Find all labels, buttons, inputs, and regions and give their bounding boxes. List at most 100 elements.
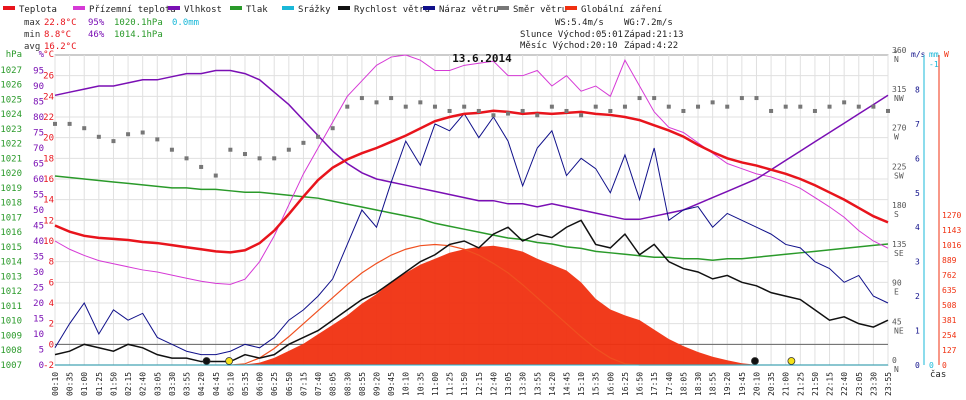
axis-direction-tick-3: 135 [892,240,907,249]
axis-ms-tick-4: 4 [915,223,920,232]
wind-direction-point-36 [579,113,584,118]
axis-direction-tick-7: 315 [892,85,907,94]
x-tick-label-9: 03:55 [183,372,192,396]
x-tick-label-18: 07:40 [314,372,323,396]
info-block: WS:5.4m/s WG:7.2m/s Slunce Východ:05:01 … [520,18,684,51]
axis-celsius-tick-13: 24 [43,92,54,102]
wind-direction-point-15 [272,156,277,161]
axis-hpa-tick-19: 1026 [0,81,22,91]
wind-direction-point-24 [403,104,408,109]
series-lines [53,54,890,366]
wind-direction-point-40 [637,96,642,101]
legend-swatch-3 [230,6,242,10]
axis-percent-tick-10: 50 [33,206,44,216]
axis-mm-title: mm [929,50,939,59]
axis-direction-name-4: S [894,210,899,219]
axis-direction-name-0: N [894,365,899,374]
x-tick-label-50: 21:00 [782,372,791,396]
axis-percent-tick-17: 85 [33,98,44,108]
axis-direction-tick-6: 270 [892,124,907,133]
wind-direction-point-34 [549,104,554,109]
wind-direction-point-45 [710,100,715,105]
axis-ms-tick-0: 0 [915,361,920,370]
wind-direction-point-27 [447,108,452,113]
axis-percent-tick-19: 95 [33,67,44,77]
wind-direction-point-29 [476,108,481,113]
axes: hPa1007100810091010101110121013101410151… [0,46,961,374]
x-tick-label-44: 18:30 [694,372,703,396]
sunrise-marker [225,357,234,365]
axis-hpa-tick-13: 1020 [0,169,22,179]
x-tick-label-14: 06:00 [256,372,265,396]
x-tick-label-13: 05:35 [241,372,250,396]
legend-swatch-4 [282,6,294,10]
wind-direction-point-0 [53,121,57,126]
axis-direction-tick-8: 360 [892,46,907,55]
x-tick-label-16: 06:50 [285,372,294,396]
axis-percent-tick-8: 40 [33,237,44,247]
axis-direction-name-6: W [894,133,899,142]
axis-wm2-tick-9: 1143 [942,226,961,235]
axis-wm2-tick-3: 381 [942,316,957,325]
x-tick-label-6: 02:40 [139,372,148,396]
legend-swatch-0 [3,6,15,10]
x-tick-label-10: 04:20 [197,372,206,396]
x-tick-label-23: 09:45 [387,372,396,396]
wind-direction-point-1 [67,121,72,126]
wind-direction-point-50 [783,104,788,109]
stat-min-pressure: 1014.1hPa [114,30,163,40]
sunset-marker [787,357,796,365]
axis-hpa-tick-5: 1012 [0,287,22,297]
stat-avg-label: avg [24,42,40,52]
axis-wm2-tick-4: 508 [942,301,957,310]
stat-max-rain: 0.0mm [172,18,199,28]
x-tick-label-3: 01:25 [95,372,104,396]
axis-percent-tick-0: 0 [39,361,44,371]
axis-hpa-tick-6: 1013 [0,272,22,282]
sun-moon-markers [202,357,796,365]
wind-direction-point-47 [739,96,744,101]
axis-hpa-tick-16: 1023 [0,125,22,135]
wind-direction-point-44 [696,104,701,109]
axis-celsius-tick-7: 12 [43,216,54,226]
x-tick-label-15: 06:25 [270,372,279,396]
legend-label-5: Rychlost větru [354,5,430,15]
wind-direction-point-39 [622,104,627,109]
x-tick-label-2: 01:00 [80,372,89,396]
wind-direction-point-8 [169,147,174,152]
axis-hpa-tick-14: 1021 [0,154,22,164]
axis-direction-tick-0: 0 [892,356,897,365]
x-tick-label-17: 07:15 [299,372,308,396]
axis-hpa-tick-8: 1015 [0,243,22,253]
axis-hpa-tick-9: 1016 [0,228,22,238]
legend-label-0: Teplota [19,5,57,15]
axis-celsius-tick-3: 4 [49,299,54,309]
x-tick-label-39: 16:25 [621,372,630,396]
x-axis-label: čas [930,369,946,380]
axis-celsius-title: °C [43,50,54,60]
wind-direction-point-48 [754,96,759,101]
x-tick-label-12: 05:10 [226,372,235,396]
wind-direction-point-6 [140,130,145,135]
wind-direction-point-19 [330,126,335,131]
wind-direction-point-49 [769,108,774,113]
x-tick-label-4: 01:50 [109,372,118,396]
x-tick-label-32: 13:30 [519,372,528,396]
axis-hpa-tick-12: 1019 [0,184,22,194]
x-tick-label-27: 11:25 [446,372,455,396]
x-axis-ticks: 00:10 00:35 01:00 01:25 01:50 02:15 02:40 03:05… [51,372,893,396]
axis-ms-tick-6: 6 [915,154,920,163]
x-tick-label-33: 13:55 [533,372,542,396]
wind-direction-point-52 [812,108,817,113]
legend-label-2: Vlhkost [184,5,222,15]
axis-celsius-tick-6: 10 [43,237,54,247]
wind-direction-point-38 [608,108,613,113]
series-tlak [54,175,889,261]
legend-swatch-6 [423,6,435,10]
x-tick-label-46: 19:20 [723,372,732,396]
wind-direction-point-46 [725,104,730,109]
x-tick-label-35: 14:45 [562,372,571,396]
axis-direction-name-5: SW [894,171,904,180]
x-tick-label-8: 03:30 [168,372,177,396]
